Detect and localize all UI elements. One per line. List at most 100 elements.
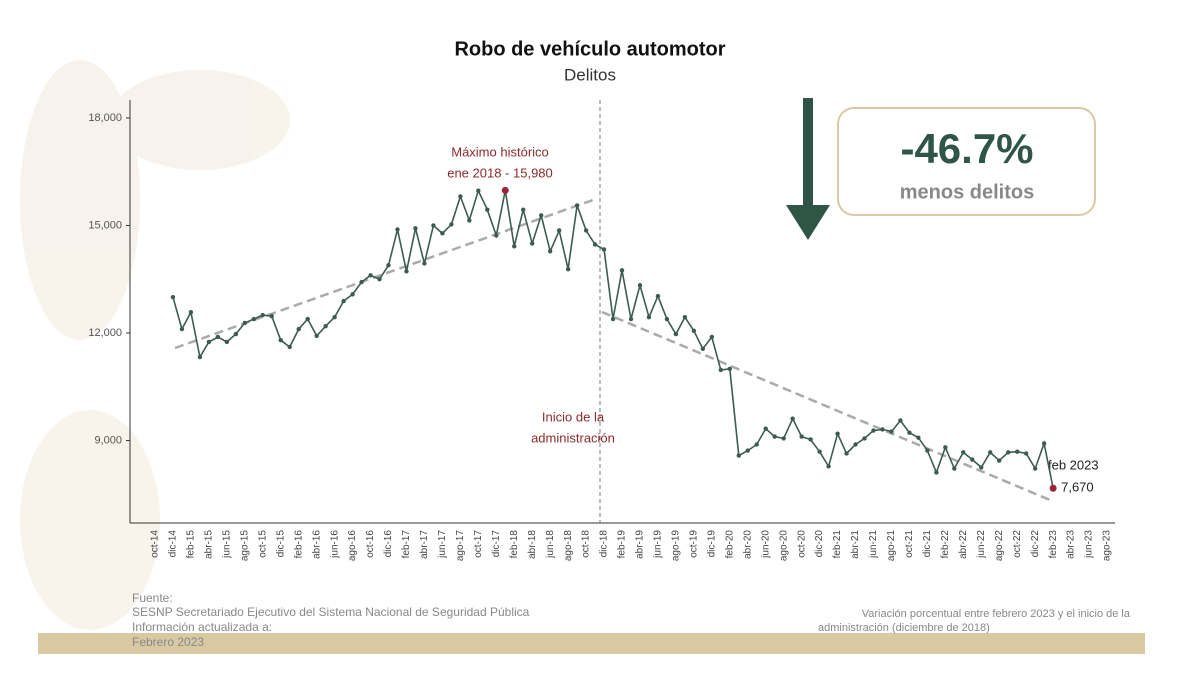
data-point xyxy=(907,430,912,435)
x-tick-label: jun-21 xyxy=(868,530,879,559)
data-point xyxy=(727,366,732,372)
data-point xyxy=(413,226,418,231)
data-point xyxy=(745,448,750,453)
data-point xyxy=(530,241,535,246)
callout-value: -46.7% xyxy=(900,125,1033,172)
x-tick-label: jun-20 xyxy=(760,530,771,559)
data-point xyxy=(646,315,652,320)
data-point xyxy=(359,279,364,285)
x-tick-label: ago-17 xyxy=(455,530,466,562)
data-point xyxy=(521,207,526,212)
x-tick-label: feb-15 xyxy=(186,530,197,559)
data-point xyxy=(170,294,176,300)
data-point xyxy=(889,429,894,434)
chart-title: Robo de vehículo automotor xyxy=(454,38,725,60)
x-tick-label: dic-21 xyxy=(922,530,933,558)
data-point xyxy=(305,316,310,322)
annotation: ene 2018 - 15,980 xyxy=(447,165,553,180)
x-tick-label: oct-20 xyxy=(796,530,807,558)
x-tick-label: dic-22 xyxy=(1030,530,1041,558)
x-tick-label: abr-23 xyxy=(1066,530,1077,559)
x-tick-label: dic-20 xyxy=(814,530,825,558)
data-point xyxy=(988,450,993,455)
x-tick-label: feb-16 xyxy=(293,530,304,559)
data-point xyxy=(700,346,706,351)
data-point xyxy=(817,449,822,454)
data-point xyxy=(871,428,876,433)
x-tick-label: oct-15 xyxy=(257,530,268,558)
data-point xyxy=(314,333,319,339)
source: SESNP Secretariado Ejecutivo del Sistema… xyxy=(132,605,530,619)
data-point xyxy=(790,416,795,421)
data-point xyxy=(404,269,409,274)
x-tick-label: ago-18 xyxy=(563,530,574,562)
data-point xyxy=(853,442,858,447)
data-point xyxy=(898,418,903,423)
data-point xyxy=(377,277,382,282)
data-point xyxy=(655,293,661,299)
data-point xyxy=(233,331,239,337)
data-point xyxy=(296,326,301,332)
chart-subtitle: Delitos xyxy=(564,65,616,84)
data-point xyxy=(215,334,221,340)
x-tick-label: dic-19 xyxy=(706,530,717,558)
data-point xyxy=(1032,466,1038,471)
data-point xyxy=(979,465,984,470)
note: administración (diciembre de 2018) xyxy=(818,622,990,634)
data-point xyxy=(476,188,481,193)
annotation: Máximo histórico xyxy=(451,144,549,159)
data-point xyxy=(494,233,499,238)
x-tick-label: ago-22 xyxy=(994,530,1005,562)
x-tick-label: abr-17 xyxy=(419,530,430,559)
data-point xyxy=(431,223,436,228)
x-tick-label: abr-18 xyxy=(527,530,538,559)
data-point xyxy=(763,426,768,431)
data-point xyxy=(934,470,939,475)
data-point xyxy=(1023,451,1029,456)
y-tick-label: 12,000 xyxy=(88,327,122,339)
data-point xyxy=(664,316,670,322)
data-point xyxy=(179,326,185,332)
data-point xyxy=(467,218,472,223)
data-point xyxy=(799,434,804,439)
data-point xyxy=(458,194,463,199)
x-tick-label: abr-19 xyxy=(635,530,646,559)
data-point xyxy=(592,242,598,247)
data-point xyxy=(206,339,212,345)
annotation: feb 2023 xyxy=(1048,457,1099,472)
data-point xyxy=(440,231,445,236)
y-tick-label: 18,000 xyxy=(88,112,122,124)
x-tick-label: feb-22 xyxy=(940,530,951,559)
data-point xyxy=(422,261,427,266)
x-tick-label: dic-18 xyxy=(599,530,610,558)
annotation: administración xyxy=(531,430,615,445)
x-tick-label: jun-22 xyxy=(976,530,987,559)
x-tick-label: ago-16 xyxy=(347,530,358,562)
x-tick-label: ago-21 xyxy=(886,530,897,562)
data-point xyxy=(826,464,831,469)
y-tick-label: 9,000 xyxy=(94,434,122,446)
data-point xyxy=(718,367,724,373)
x-tick-label: oct-16 xyxy=(365,530,376,558)
x-tick-label: abr-16 xyxy=(311,530,322,559)
x-tick-label: dic-14 xyxy=(168,530,179,558)
data-point xyxy=(709,334,715,340)
data-point xyxy=(844,451,849,456)
data-point xyxy=(1049,484,1057,492)
data-label: 7,670 xyxy=(1061,480,1094,495)
x-tick-label: oct-22 xyxy=(1012,530,1023,558)
x-tick-label: abr-15 xyxy=(204,530,215,559)
x-tick-label: dic-17 xyxy=(491,530,502,558)
x-tick-label: oct-17 xyxy=(473,530,484,558)
x-tick-label: oct-14 xyxy=(150,530,161,558)
data-point xyxy=(835,431,840,436)
x-tick-label: feb-20 xyxy=(724,530,735,559)
x-tick-label: ago-19 xyxy=(671,530,682,562)
data-point xyxy=(260,312,265,318)
x-tick-label: jun-17 xyxy=(437,530,448,559)
data-point xyxy=(808,437,813,442)
data-point xyxy=(251,316,256,322)
data-point xyxy=(565,267,571,272)
